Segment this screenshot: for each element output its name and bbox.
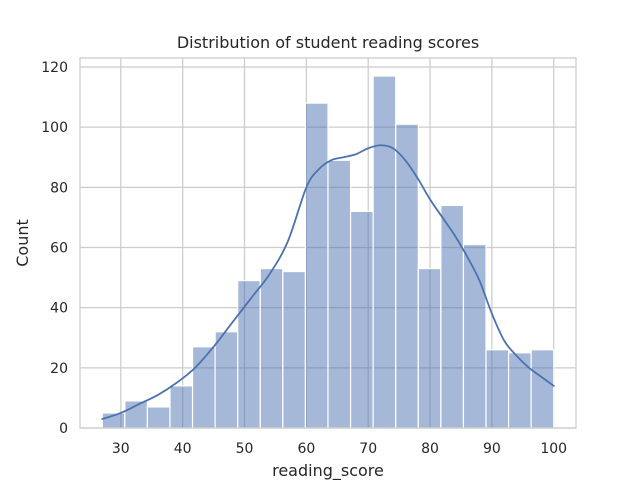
- histogram-bar: [530, 349, 555, 429]
- histogram-bar: [327, 159, 352, 429]
- histogram-bar: [214, 331, 239, 429]
- histogram-bar: [485, 349, 510, 429]
- y-axis-label: Count: [13, 219, 32, 267]
- chart-title: Distribution of student reading scores: [177, 33, 479, 52]
- histogram-bars: [101, 75, 555, 429]
- histogram-bar: [507, 352, 532, 429]
- x-tick-label: 90: [483, 441, 501, 457]
- histogram-bar: [169, 385, 194, 429]
- y-tick-labels: 0 20 40 60 80 100 120: [41, 60, 68, 437]
- y-tick-label: 120: [41, 60, 68, 76]
- x-tick-label: 30: [112, 441, 130, 457]
- x-axis-label: reading_score: [272, 461, 384, 480]
- histogram-bar: [304, 102, 329, 429]
- histogram-bar: [237, 280, 261, 429]
- y-tick-label: 80: [50, 180, 68, 196]
- x-tick-label: 50: [236, 441, 254, 457]
- x-tick-labels: 30 40 50 60 70 80 90 100: [112, 441, 567, 457]
- histogram-bar: [395, 123, 419, 429]
- histogram-bar: [259, 267, 284, 429]
- x-tick-label: 70: [359, 441, 377, 457]
- plot-frame: [79, 57, 577, 429]
- y-tick-label: 0: [59, 421, 68, 437]
- kde-curve: [101, 144, 555, 420]
- histogram-bar: [417, 267, 442, 429]
- x-tick-label: 60: [297, 441, 315, 457]
- y-tick-label: 100: [41, 120, 68, 136]
- x-tick-label: 100: [540, 441, 567, 457]
- x-tick-label: 80: [421, 441, 439, 457]
- histogram-bar: [372, 75, 397, 429]
- histogram-bar: [282, 270, 307, 429]
- histogram-bar: [440, 204, 465, 429]
- kde-curve-group: [101, 144, 555, 420]
- x-tick-label: 40: [174, 441, 192, 457]
- y-tick-label: 40: [50, 301, 68, 317]
- histogram-bar: [146, 406, 171, 429]
- y-tick-label: 20: [50, 361, 68, 377]
- y-tick-label: 60: [50, 241, 68, 257]
- histogram-bar: [349, 210, 374, 429]
